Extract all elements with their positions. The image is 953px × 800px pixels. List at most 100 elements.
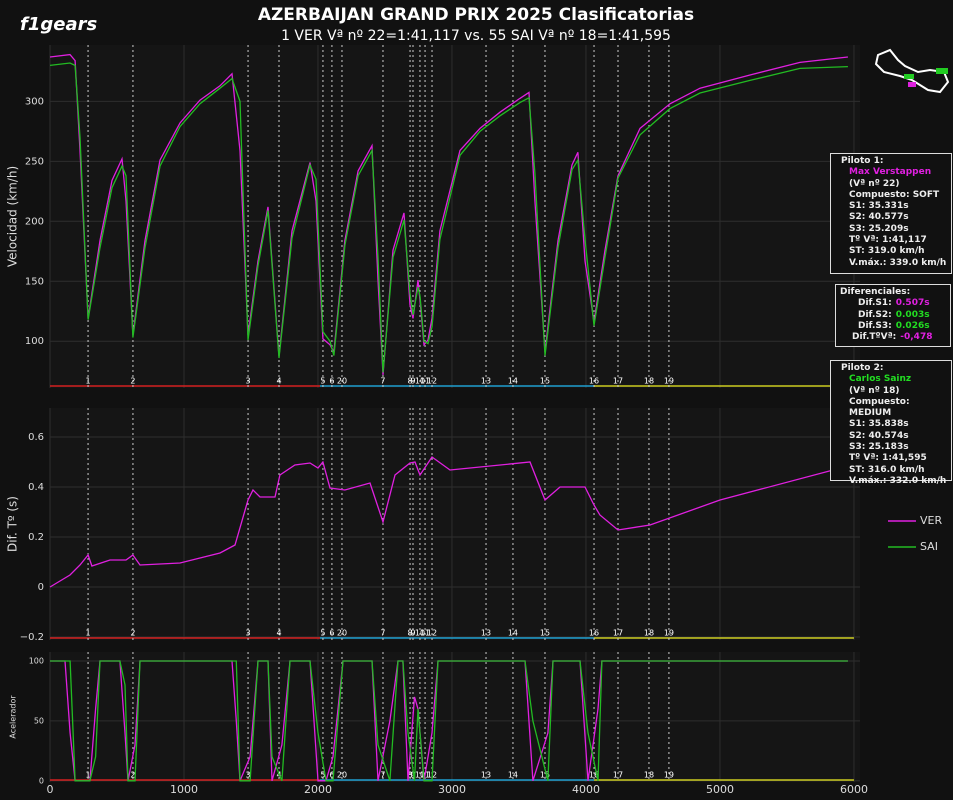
corner-label: 7 xyxy=(380,629,385,638)
box-line: (Vª nº 18) xyxy=(849,385,900,396)
plot-area xyxy=(50,652,860,782)
corner-label: 10 xyxy=(415,629,425,638)
plot-area xyxy=(50,45,860,388)
x-tick-label: 3000 xyxy=(438,783,466,796)
driver-name: Max Verstappen xyxy=(849,167,932,178)
driver-name: Carlos Sainz xyxy=(849,374,912,385)
logo: f1gears xyxy=(20,14,97,35)
box-line: ST: 319.0 km/h xyxy=(849,246,925,257)
chart-title: AZERBAIJAN GRAND PRIX 2025 Clasificatori… xyxy=(258,5,694,25)
box-line: ST: 316.0 km/h xyxy=(849,464,925,475)
corner-label: 9 xyxy=(410,771,415,780)
y-tick-label: 150 xyxy=(25,276,44,287)
track-marker xyxy=(936,68,948,74)
corner-label: 4 xyxy=(276,629,281,638)
x-tick-label: 5000 xyxy=(706,783,734,796)
corner-label: 5 xyxy=(320,377,325,386)
y-axis-title: Dif. Tº (s) xyxy=(6,496,20,552)
corner-label: 15 xyxy=(540,771,550,780)
y-tick-label: 250 xyxy=(25,156,44,167)
box-line: S1: 35.331s xyxy=(849,201,909,212)
corner-label: 14 xyxy=(508,771,518,780)
corner-label: 17 xyxy=(613,771,623,780)
series-line xyxy=(50,660,848,782)
corner-label: 9 xyxy=(410,629,415,638)
track-outline xyxy=(874,48,950,94)
series-line xyxy=(49,456,853,588)
diff-row: Dif.S1: 0.507s xyxy=(840,298,946,309)
y-tick-label: 100 xyxy=(25,336,44,347)
box-line: S3: 25.209s xyxy=(849,223,909,234)
corner-label: 11 xyxy=(420,629,430,638)
corner-label: 16 xyxy=(589,771,599,780)
box-line: S3: 25.183s xyxy=(849,442,909,453)
corner-label: 18 xyxy=(644,771,654,780)
diff-label: Dif.TºVª: xyxy=(852,332,897,343)
box-heading: Piloto 1: xyxy=(841,156,884,166)
corner-label: 7 xyxy=(380,771,385,780)
corner-label: 18 xyxy=(644,377,654,386)
diff-row: Dif.S2: 0.003s xyxy=(840,310,946,321)
box-line: V.máx.: 339.0 km/h xyxy=(849,257,947,268)
corner-label: 5 xyxy=(320,771,325,780)
corner-label: 19 xyxy=(664,629,674,638)
diff-value: 0.507s xyxy=(895,298,930,309)
y-axis-title: Velocidad (km/h) xyxy=(6,166,20,267)
corner-label: 19 xyxy=(664,377,674,386)
plot-area xyxy=(50,408,860,640)
corner-label: 17 xyxy=(613,629,623,638)
corner-label: 8 xyxy=(407,377,412,386)
corner-label: 20 xyxy=(337,771,347,780)
y-tick-label: 0.4 xyxy=(28,482,44,493)
box-line: S2: 40.574s xyxy=(849,430,909,441)
corner-label: 2 xyxy=(130,377,135,386)
box-line: Compuesto: MEDIUM xyxy=(849,396,910,419)
corner-label: 12 xyxy=(427,377,437,386)
diff-value: -0,478 xyxy=(900,332,933,343)
x-tick-label: 1000 xyxy=(170,783,198,796)
corner-label: 13 xyxy=(481,377,491,386)
corner-label: 16 xyxy=(589,629,599,638)
corner-label: 19 xyxy=(664,771,674,780)
corner-label: 11 xyxy=(420,377,430,386)
x-tick-label: 4000 xyxy=(572,783,600,796)
corner-label: 6 xyxy=(329,377,334,386)
box-heading: Diferenciales: xyxy=(840,287,911,297)
y-tick-label: 50 xyxy=(34,716,44,725)
diff-row: Dif.TºVª: -0,478 xyxy=(840,332,946,343)
x-tick-label: 6000 xyxy=(840,783,868,796)
corner-label: 16 xyxy=(589,377,599,386)
corner-label: 10 xyxy=(415,771,425,780)
diff-value: 0.003s xyxy=(895,309,930,320)
diff-value: 0.026s xyxy=(895,320,930,331)
corner-label: 2 xyxy=(130,771,135,780)
corner-label: 1 xyxy=(86,377,91,386)
diff-label: Dif.S2: xyxy=(858,309,892,320)
series-line xyxy=(50,660,848,782)
corner-label: 7 xyxy=(380,377,385,386)
corner-label: 8 xyxy=(407,629,412,638)
driver-box: Piloto 1: Max Verstappen (Vª nº 22) Compues… xyxy=(830,153,952,274)
box-line: Compuesto: SOFT xyxy=(849,189,940,200)
diff-row: Dif.S3: 0.026s xyxy=(840,321,946,332)
y-axis-title: Acelerador xyxy=(9,695,18,739)
y-tick-label: 0 xyxy=(38,582,44,593)
box-line: S1: 35.838s xyxy=(849,419,909,430)
y-tick-label: −0.2 xyxy=(20,632,44,643)
y-tick-label: 0 xyxy=(39,776,44,785)
corner-label: 14 xyxy=(508,629,518,638)
corner-label: 4 xyxy=(276,377,281,386)
corner-label: 18 xyxy=(644,629,654,638)
corner-label: 3 xyxy=(245,771,250,780)
box-line: S2: 40.577s xyxy=(849,212,909,223)
legend-label: VER xyxy=(920,514,942,527)
diff-label: Dif.S3: xyxy=(858,320,892,331)
driver-box: Piloto 2: Carlos Sainz (Vª nº 18) Compuesto… xyxy=(830,360,952,486)
corner-label: 20 xyxy=(337,377,347,386)
corner-label: 17 xyxy=(613,377,623,386)
corner-label: 8 xyxy=(407,771,412,780)
track-map xyxy=(874,48,950,94)
corner-label: 3 xyxy=(245,377,250,386)
